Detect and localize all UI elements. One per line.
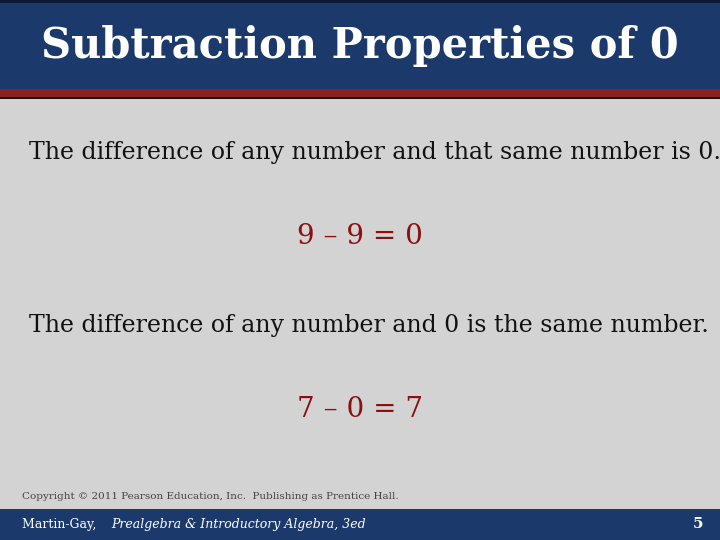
Bar xyxy=(0,97,720,99)
Bar xyxy=(0,0,720,3)
Text: Martin-Gay,: Martin-Gay, xyxy=(22,518,104,531)
Text: Prealgebra & Introductory Algebra, 3ed: Prealgebra & Introductory Algebra, 3ed xyxy=(112,518,366,531)
Text: The difference of any number and 0 is the same number.: The difference of any number and 0 is th… xyxy=(29,314,708,337)
Bar xyxy=(0,3,720,89)
Text: The difference of any number and that same number is 0.: The difference of any number and that sa… xyxy=(29,141,720,164)
Bar xyxy=(0,89,720,97)
Text: 7 – 0 = 7: 7 – 0 = 7 xyxy=(297,396,423,423)
Bar xyxy=(0,509,720,540)
Text: 5: 5 xyxy=(693,517,703,531)
Text: 9 – 9 = 0: 9 – 9 = 0 xyxy=(297,223,423,250)
Text: Copyright © 2011 Pearson Education, Inc.  Publishing as Prentice Hall.: Copyright © 2011 Pearson Education, Inc.… xyxy=(22,492,398,501)
Text: Subtraction Properties of 0: Subtraction Properties of 0 xyxy=(41,25,679,67)
